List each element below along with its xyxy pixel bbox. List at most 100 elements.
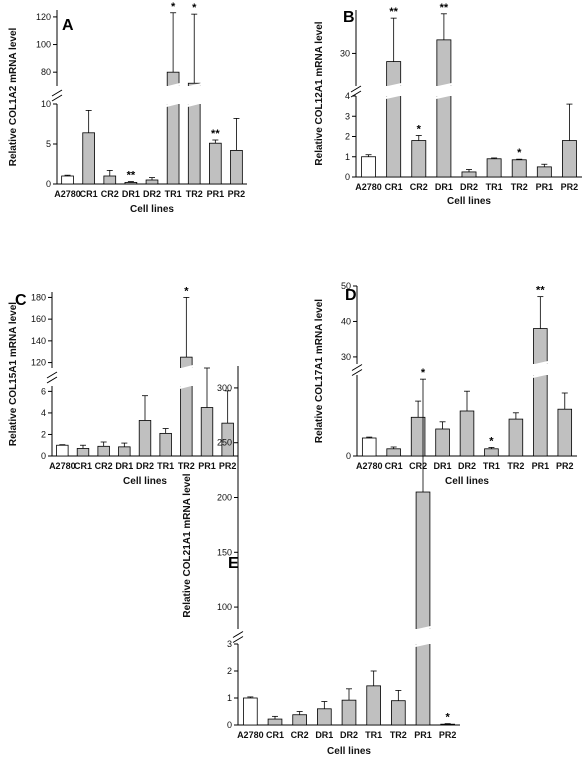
bar-dr2: [145, 179, 159, 185]
significance-mark: *: [421, 367, 426, 379]
bar-cr1: [76, 448, 90, 457]
x-tick-label: CR1: [80, 189, 98, 199]
significance-mark: **: [440, 2, 449, 14]
y-tick-label: 300: [217, 383, 232, 393]
x-tick-label: A2780: [356, 461, 383, 471]
x-tick-label: DR1: [122, 189, 140, 199]
bar-dr1: [435, 428, 450, 457]
y-tick-label: 6: [41, 386, 46, 396]
y-tick-label: 180: [31, 292, 46, 302]
bar-tr1: [486, 158, 502, 178]
significance-mark: *: [171, 1, 176, 13]
x-tick-label: CR2: [291, 730, 309, 740]
y-tick-label: 100: [217, 602, 232, 612]
y-tick-label: 50: [341, 281, 351, 291]
y-tick-label: 1: [345, 152, 350, 162]
x-tick-label: TR1: [365, 730, 382, 740]
y-axis-title: Relative COL12A1 mRNA level: [314, 21, 325, 165]
y-tick-label: 30: [340, 48, 350, 58]
x-tick-label: CR1: [385, 461, 403, 471]
y-tick-label: 160: [31, 314, 46, 324]
bar-a2780: [361, 156, 376, 178]
bar-dr2: [459, 410, 475, 457]
x-tick-label: DR2: [136, 461, 154, 471]
x-tick-label: A2780: [237, 730, 264, 740]
x-tick-label: TR2: [507, 461, 524, 471]
x-axis-title: Cell lines: [123, 476, 167, 487]
bar-break-slash: [164, 82, 182, 108]
bar-cr1: [386, 61, 402, 178]
y-tick-label: 2: [345, 132, 350, 142]
significance-mark: *: [417, 123, 422, 135]
significance-mark: **: [389, 6, 398, 18]
x-tick-label: DR1: [115, 461, 133, 471]
x-tick-label: TR2: [186, 189, 203, 199]
y-tick-label: 4: [41, 408, 46, 418]
bar-cr2: [292, 714, 307, 726]
y-axis-title: Relative COL21A1 mRNA level: [182, 473, 193, 617]
bar-a2780: [56, 444, 69, 457]
bar-dr2: [461, 171, 477, 178]
y-axis-title: Relative COL17A1 mRNA level: [314, 299, 325, 443]
x-tick-label: TR2: [390, 730, 407, 740]
bar-pr1: [536, 166, 552, 178]
x-tick-label: TR1: [165, 189, 182, 199]
y-tick-label: 0: [41, 451, 46, 461]
x-tick-label: PR2: [556, 461, 574, 471]
y-axis-title: Relative COL1A2 mRNA level: [8, 27, 19, 166]
bar-pr1: [533, 328, 548, 457]
bar-tr1: [484, 448, 499, 457]
x-tick-label: A2780: [54, 189, 81, 199]
y-axis-title: Relative COL15A1 mRNA level: [8, 302, 19, 446]
bar-dr1: [436, 39, 452, 178]
x-tick-label: DR1: [435, 182, 453, 192]
x-axis-title: Cell lines: [327, 746, 371, 757]
y-tick-label: 80: [41, 67, 51, 77]
y-tick-label: 0: [227, 720, 232, 730]
x-tick-label: PR1: [536, 182, 554, 192]
x-tick-label: TR2: [511, 182, 528, 192]
y-tick-label: 100: [36, 40, 51, 50]
bar-tr2: [511, 159, 527, 178]
x-tick-label: PR2: [219, 461, 237, 471]
bar-break-slash: [531, 360, 550, 379]
x-tick-label: DR2: [460, 182, 478, 192]
bar-cr2: [103, 175, 117, 185]
y-tick-label: 120: [36, 12, 51, 22]
x-tick-label: DR2: [143, 189, 161, 199]
y-tick-label: 140: [31, 336, 46, 346]
x-tick-label: DR1: [434, 461, 452, 471]
bar-break-gap: [187, 86, 202, 104]
bar-dr2: [341, 699, 357, 726]
bar-break-slash: [434, 82, 454, 100]
significance-mark: *: [192, 2, 197, 14]
x-tick-label: CR2: [101, 189, 119, 199]
panel-letter: B: [343, 9, 355, 26]
bar-pr2: [557, 408, 573, 457]
chart-panel-b: 0 1 2 3 4 30 A2780 ** CR1 * CR2 ** DR1 DR2 TR1 * TR2 PR1 P…: [314, 2, 582, 207]
bar-dr2: [138, 420, 152, 457]
x-tick-label: PR2: [228, 189, 246, 199]
bar-break-slash: [413, 625, 433, 648]
x-tick-label: TR2: [178, 461, 195, 471]
bar-break-gap: [385, 86, 402, 96]
axis-break-mark: [351, 364, 363, 376]
panel-letter: C: [15, 292, 27, 309]
y-tick-label: 3: [345, 111, 350, 121]
x-tick-label: CR1: [74, 461, 92, 471]
axis-break-mark: [350, 85, 362, 98]
x-tick-label: CR1: [385, 182, 403, 192]
significance-mark: *: [517, 147, 522, 159]
chart-panel-d: 0 30 40 50 A2780 CR1 CR2 DR1 DR2 * TR1 TR2 ** PR1 PR2 C…: [314, 281, 577, 487]
significance-mark: *: [489, 435, 494, 447]
bar-pr2: [230, 149, 243, 185]
bar-cr2: [411, 140, 427, 178]
bar-break-gap: [415, 629, 431, 644]
bar-pr2: [562, 140, 577, 178]
bar-break-gap: [532, 364, 549, 375]
x-tick-label: CR2: [410, 182, 428, 192]
bar-a2780: [243, 697, 258, 726]
x-tick-label: CR2: [95, 461, 113, 471]
x-tick-label: CR1: [266, 730, 284, 740]
